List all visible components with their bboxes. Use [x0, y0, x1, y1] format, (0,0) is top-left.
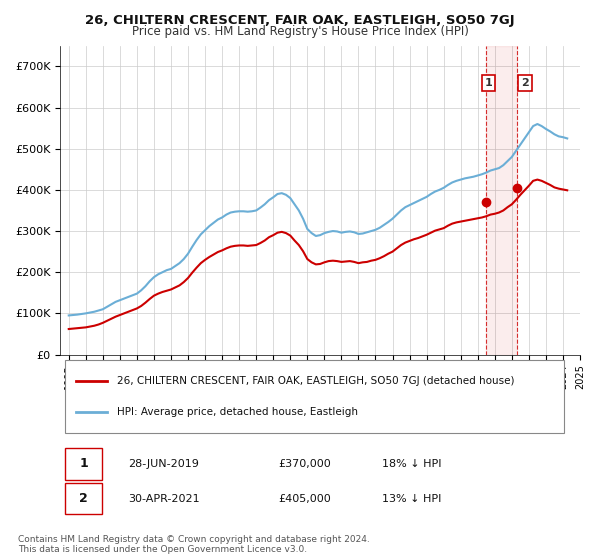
Text: 30-APR-2021: 30-APR-2021 [128, 494, 199, 503]
Text: 26, CHILTERN CRESCENT, FAIR OAK, EASTLEIGH, SO50 7GJ (detached house): 26, CHILTERN CRESCENT, FAIR OAK, EASTLEI… [118, 376, 515, 386]
Text: 1: 1 [485, 78, 493, 88]
Text: 28-JUN-2019: 28-JUN-2019 [128, 459, 199, 469]
Text: 2: 2 [521, 78, 529, 88]
FancyBboxPatch shape [65, 449, 102, 479]
Text: 13% ↓ HPI: 13% ↓ HPI [382, 494, 442, 503]
Text: 18% ↓ HPI: 18% ↓ HPI [382, 459, 442, 469]
Text: £370,000: £370,000 [278, 459, 331, 469]
Text: Price paid vs. HM Land Registry's House Price Index (HPI): Price paid vs. HM Land Registry's House … [131, 25, 469, 38]
FancyBboxPatch shape [65, 483, 102, 514]
Text: 2: 2 [79, 492, 88, 505]
Text: 1: 1 [79, 458, 88, 470]
Text: 26, CHILTERN CRESCENT, FAIR OAK, EASTLEIGH, SO50 7GJ: 26, CHILTERN CRESCENT, FAIR OAK, EASTLEI… [85, 14, 515, 27]
FancyBboxPatch shape [65, 360, 565, 433]
Text: Contains HM Land Registry data © Crown copyright and database right 2024.
This d: Contains HM Land Registry data © Crown c… [18, 535, 370, 554]
Text: £405,000: £405,000 [278, 494, 331, 503]
Text: HPI: Average price, detached house, Eastleigh: HPI: Average price, detached house, East… [118, 407, 358, 417]
Bar [486, 46, 517, 354]
